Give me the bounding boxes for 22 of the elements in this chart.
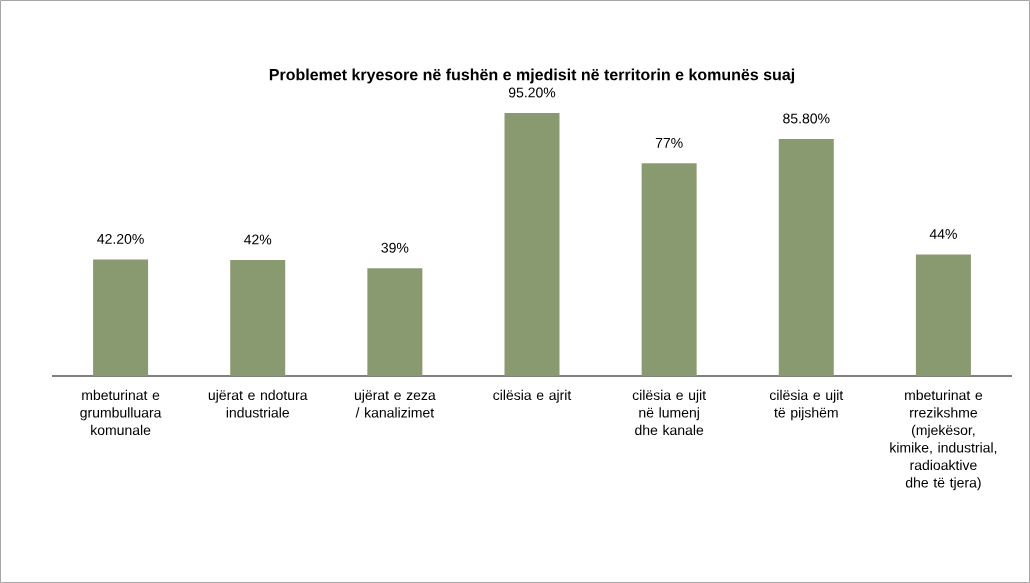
x-tick-label: cilësia e ujit të pijshëm (769, 389, 844, 421)
x-tick-label: mbeturinat e grumbulluara komunale (80, 389, 162, 436)
chart-title: Problemet kryesore në fushën e mjedisit në territorin e komunës suaj (269, 68, 795, 84)
bar (230, 259, 286, 376)
bar (93, 259, 149, 376)
data-label: 42.20% (97, 233, 144, 244)
bar (367, 268, 423, 376)
data-label: 95.20% (508, 87, 556, 98)
x-tick-label: cilësia e ujit në lumenj dhe kanale (632, 389, 706, 436)
bar (504, 112, 560, 376)
data-label: 77% (655, 137, 683, 148)
bar (641, 163, 697, 376)
x-tick-label: ujërat e zeza / kanalizimet (354, 389, 436, 418)
x-tick-label: mbeturinat e rrezikshme (mjekësor, kimike, industrial, radioaktive dhe të tjera) (890, 389, 997, 491)
data-label: 39% (381, 242, 409, 253)
data-label: 44% (929, 229, 957, 239)
bar (915, 254, 971, 376)
data-label: 85.80% (783, 113, 830, 124)
x-tick-label: cilësia e ajrit (493, 389, 572, 403)
x-tick-label: ujërat e ndotura industriale (208, 389, 308, 418)
data-label: 42% (244, 234, 272, 245)
bar (778, 138, 834, 376)
